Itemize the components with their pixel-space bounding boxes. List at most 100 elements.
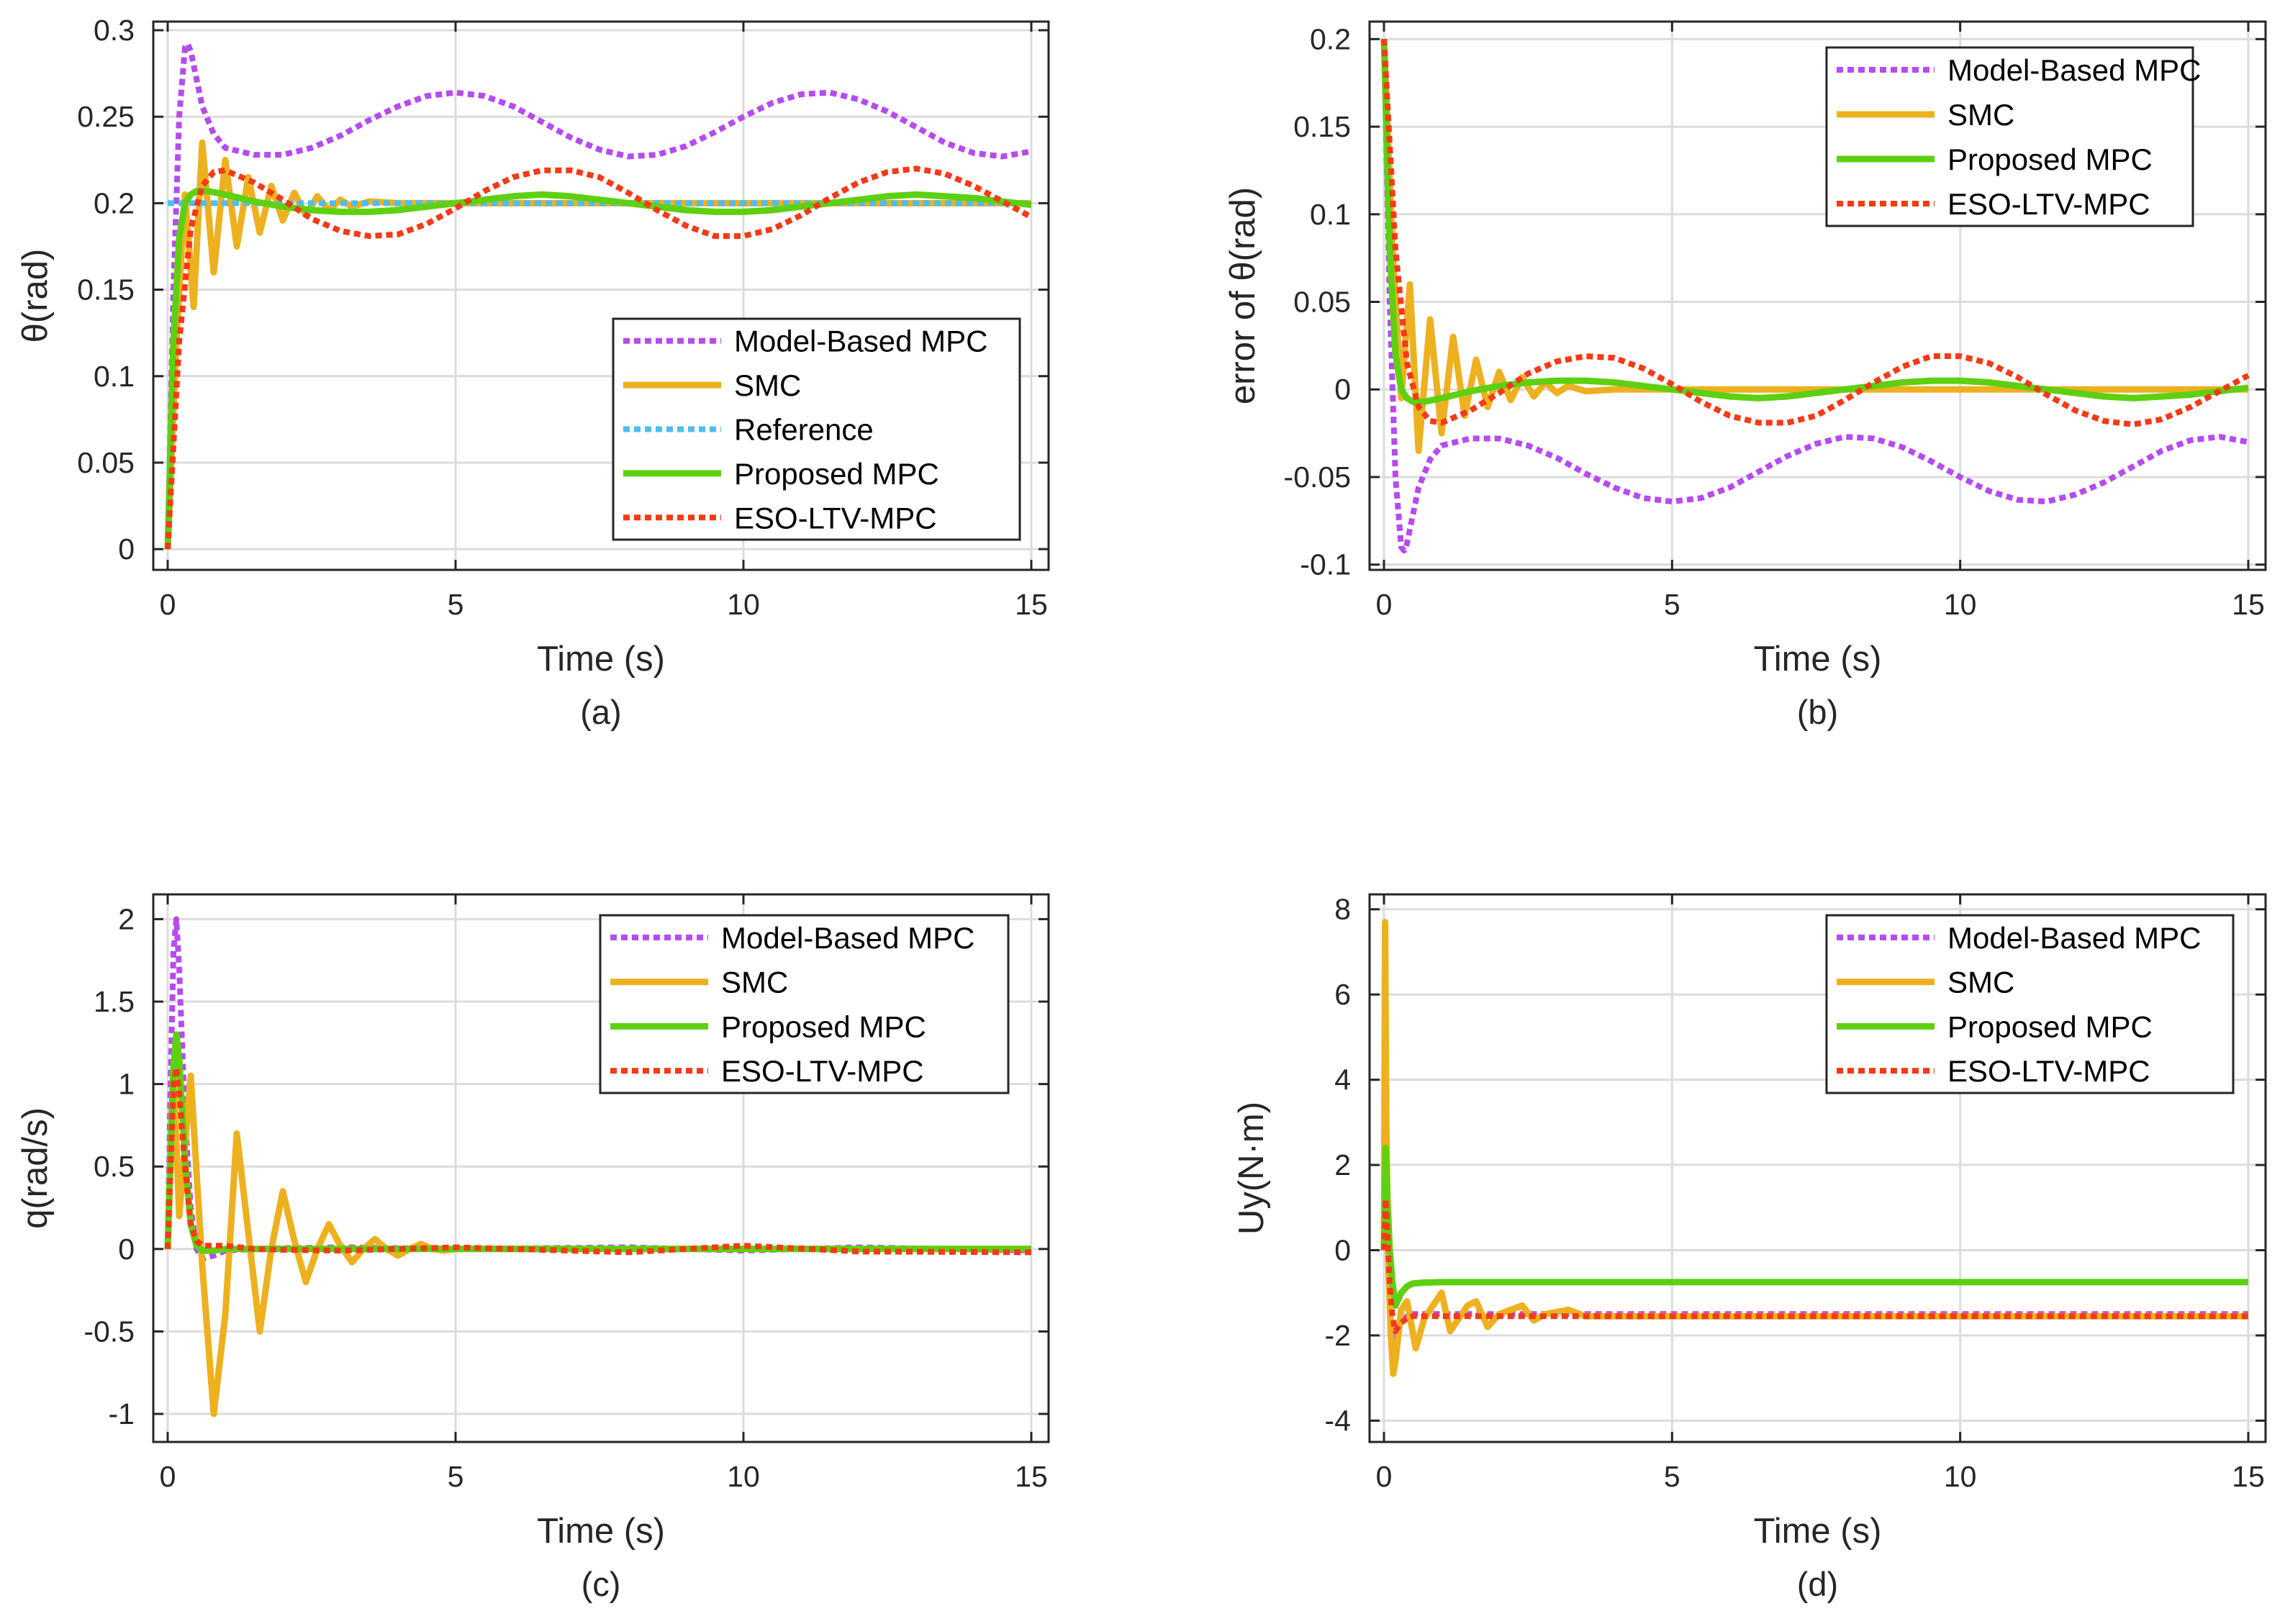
legend-label-model_based: Model-Based MPC [1947, 53, 2201, 87]
legend: Model-Based MPC SMC Proposed MPC ESO-LTV-MP… [1825, 46, 2201, 227]
y-tick-label: 2 [118, 902, 135, 935]
x-tick-label: 10 [727, 1460, 760, 1493]
series-line-proposed [1380, 39, 2249, 405]
x-axis-label: Time (s) [537, 640, 665, 679]
chart-panel-b: 0 5 10 15 -0.1 -0.05 0 0.05 0.1 0.15 0.2 Time (s) er… [1223, 20, 2267, 731]
x-tick-label: 15 [1015, 588, 1048, 621]
y-tick-label: 8 [1334, 893, 1351, 926]
axes-box [152, 20, 1050, 571]
y-tick-label: 0.3 [94, 14, 135, 47]
panel-caption: (c) [582, 1565, 621, 1603]
y-tick-label: 0.15 [1293, 110, 1351, 143]
y-tick-label: 0 [118, 1233, 135, 1266]
series-line-eso [1381, 1196, 2248, 1334]
y-tick-label: 4 [1334, 1063, 1351, 1097]
legend-label-eso: ESO-LTV-MPC [1947, 1054, 2150, 1088]
chart-panel-d: 0 5 10 15 -4 -2 0 2 4 6 8 Time (s) Uy(N·m) (d) Model-B… [1232, 893, 2267, 1603]
y-tick-label: 0.1 [1310, 198, 1351, 231]
y-axis-label: Uy(N·m) [1232, 1102, 1271, 1235]
y-tick-label: -2 [1325, 1319, 1351, 1352]
y-tick-label: 0.5 [94, 1150, 135, 1183]
x-tick-label: 10 [1944, 588, 1977, 621]
x-tick-label: 15 [2232, 1460, 2265, 1493]
series-line-model_based [165, 41, 1032, 550]
legend-label-smc: SMC [1947, 98, 2014, 132]
legend-label-proposed: Proposed MPC [721, 1010, 926, 1043]
series-line-model_based [1381, 39, 2249, 554]
y-tick-label: -4 [1325, 1404, 1351, 1437]
legend-label-proposed: Proposed MPC [1947, 1010, 2153, 1043]
y-tick-label: 0.25 [77, 100, 135, 133]
x-tick-label: 15 [2232, 588, 2265, 621]
y-tick-label: -0.05 [1284, 461, 1351, 494]
panel-caption: (b) [1797, 693, 1838, 731]
x-tick-label: 0 [160, 1460, 176, 1493]
series-line-smc [1380, 919, 2248, 1377]
y-tick-label: 1.5 [94, 985, 135, 1018]
x-tick-label: 10 [1944, 1460, 1977, 1493]
y-tick-label: 0.1 [94, 360, 135, 393]
series-group [1380, 39, 2250, 554]
series-group [164, 41, 1033, 550]
y-tick-label: -1 [109, 1397, 135, 1430]
legend-box [1825, 914, 2235, 1094]
series-line-eso [1381, 39, 2250, 427]
legend-label-reference: Reference [734, 413, 874, 447]
y-tick-label: 0 [1334, 1234, 1351, 1267]
axes-box [1368, 893, 2267, 1443]
series-line-proposed [164, 1031, 1031, 1254]
series-group [164, 916, 1032, 1417]
x-tick-label: 0 [1376, 588, 1393, 621]
y-tick-label: 0.2 [1310, 22, 1351, 55]
x-tick-label: 0 [160, 588, 176, 621]
y-tick-label: 0.05 [77, 446, 135, 479]
series-line-model_based [165, 916, 1032, 1262]
x-tick-label: 0 [1376, 1460, 1393, 1493]
panel-caption: (a) [580, 693, 621, 731]
x-tick-label: 5 [448, 1460, 464, 1493]
y-tick-label: 0.05 [1293, 286, 1351, 319]
x-tick-label: 10 [727, 588, 760, 621]
legend-label-model_based: Model-Based MPC [721, 921, 974, 955]
x-axis-label: Time (s) [1754, 1512, 1882, 1551]
legend: Model-Based MPC SMC Proposed MPC ESO-LTV-MP… [599, 914, 1010, 1094]
y-axis-label: q(rad/s) [16, 1107, 55, 1229]
y-tick-label: 0.2 [94, 186, 135, 219]
legend-label-proposed: Proposed MPC [734, 457, 939, 491]
y-tick-label: -0.1 [1300, 548, 1351, 581]
legend-label-model_based: Model-Based MPC [734, 325, 987, 358]
legend: Model-Based MPC SMC Reference Proposed MPC E… [612, 317, 1021, 541]
legend-label-smc: SMC [734, 368, 801, 402]
y-axis-label: error of θ(rad) [1223, 187, 1262, 404]
legend-label-eso: ESO-LTV-MPC [721, 1054, 924, 1088]
panel-caption: (d) [1797, 1565, 1838, 1603]
axes-box [152, 893, 1050, 1443]
y-tick-label: 1 [118, 1068, 135, 1101]
legend-box [1825, 46, 2194, 227]
y-tick-label: 2 [1334, 1148, 1351, 1181]
x-tick-label: 5 [1664, 1460, 1680, 1493]
y-tick-label: 0.15 [77, 273, 135, 307]
series-line-eso [165, 165, 1033, 550]
y-tick-label: 6 [1334, 978, 1351, 1011]
legend-label-proposed: Proposed MPC [1947, 142, 2153, 176]
legend-label-eso: ESO-LTV-MPC [734, 501, 937, 535]
axes-box [1368, 20, 2267, 571]
chart-panel-c: 0 5 10 15 -1 -0.5 0 0.5 1 1.5 2 Time (s) q(rad/s) (c)… [16, 893, 1050, 1603]
x-tick-label: 5 [448, 588, 464, 621]
x-axis-label: Time (s) [1754, 640, 1882, 679]
chart-panel-a: 0 5 10 15 0 0.05 0.1 0.15 0.2 0.25 0.3 Time (s) θ(ra… [16, 14, 1050, 731]
legend-label-eso: ESO-LTV-MPC [1947, 187, 2150, 221]
series-group [1380, 919, 2248, 1377]
y-axis-label: θ(rad) [16, 249, 55, 343]
series-line-eso [165, 1064, 1032, 1256]
legend-label-smc: SMC [1947, 966, 2014, 999]
legend: Model-Based MPC SMC Proposed MPC ESO-LTV-MP… [1825, 914, 2235, 1094]
y-tick-label: -0.5 [83, 1315, 135, 1348]
y-tick-label: 0 [118, 532, 135, 566]
y-tick-label: 0 [1334, 373, 1351, 406]
x-axis-label: Time (s) [537, 1512, 665, 1551]
legend-label-model_based: Model-Based MPC [1947, 921, 2201, 955]
legend-box [599, 914, 1010, 1094]
